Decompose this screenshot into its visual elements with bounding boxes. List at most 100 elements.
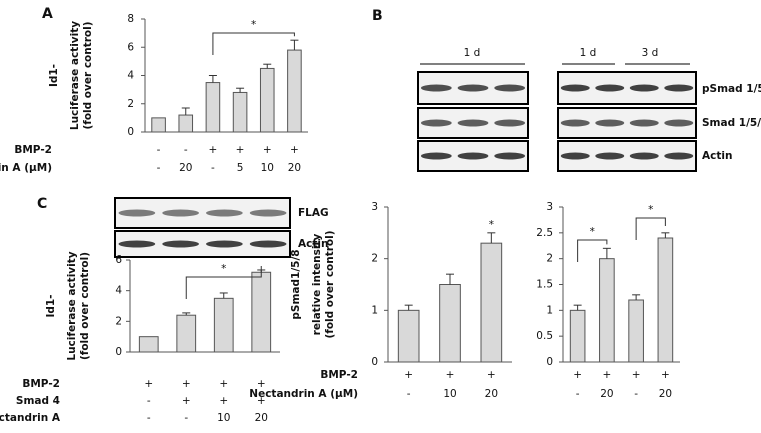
bar: [138, 336, 159, 353]
bar: [232, 91, 248, 133]
treatment-label: Smad 4: [16, 395, 60, 407]
treatment-label: Nectandrin A (μM): [0, 162, 52, 174]
treatment-value: 20: [255, 412, 268, 424]
treatment-value: -: [157, 144, 161, 156]
y-tick-label: 3: [546, 201, 553, 213]
bar: [213, 297, 234, 353]
bar: [176, 314, 197, 353]
y-tick-label: 1: [546, 304, 553, 316]
blot-band: [206, 240, 243, 248]
treatment-value: -: [407, 388, 411, 400]
blot-band: [560, 84, 590, 92]
y-tick-label: 0.5: [536, 330, 553, 342]
blot-band: [560, 119, 590, 127]
blot-band: [629, 152, 659, 160]
blot-band: [420, 152, 452, 160]
treatment-value: +: [404, 369, 413, 381]
treatment-value: 20: [179, 162, 192, 174]
blot-band: [162, 240, 199, 248]
y-axis-label: Id1-: [48, 64, 60, 87]
bar: [151, 117, 166, 133]
treatment-label: BMP-2: [14, 144, 52, 156]
treatment-value: +: [661, 369, 670, 381]
panel-label: B: [372, 8, 383, 24]
treatment-value: +: [602, 369, 611, 381]
y-axis-label: Luciferase activity: [66, 251, 78, 360]
blot-band: [664, 152, 694, 160]
treatment-label: BMP-2: [22, 378, 60, 390]
time-label: 1 d: [580, 47, 597, 59]
y-tick-label: 2: [371, 253, 378, 265]
bar: [599, 258, 615, 363]
blot-band: [457, 84, 489, 92]
blot-band: [457, 119, 489, 127]
y-tick-label: 2: [127, 98, 134, 110]
blot-band: [118, 240, 156, 248]
y-tick-label: 0: [115, 346, 122, 358]
significance-label: *: [648, 204, 653, 216]
blot-band: [457, 152, 489, 160]
treatment-value: +: [573, 369, 582, 381]
treatment-value: +: [219, 378, 228, 390]
blot-band: [494, 119, 526, 127]
blot-band: [162, 209, 199, 217]
blot-label: FLAG: [298, 207, 329, 219]
y-tick-label: 0: [371, 356, 378, 368]
y-tick-label: 3: [371, 201, 378, 213]
blot-band: [420, 119, 452, 127]
y-axis-label: Id1-: [45, 294, 57, 317]
y-axis-label: (fold over control): [324, 230, 336, 338]
blot-band: [420, 84, 452, 92]
y-tick-label: 1: [371, 304, 378, 316]
treatment-value: +: [257, 378, 266, 390]
blot-band: [595, 152, 625, 160]
blot-label: Smad 1/5/8: [702, 117, 761, 129]
blot-band: [494, 84, 526, 92]
treatment-value: +: [236, 144, 245, 156]
significance-bracket: [185, 265, 262, 299]
bar: [439, 284, 461, 363]
panel-label: C: [37, 196, 47, 212]
y-tick-label: 2.5: [536, 227, 553, 239]
y-tick-label: 1.5: [536, 279, 553, 291]
bar: [205, 82, 221, 133]
treatment-value: +: [209, 144, 218, 156]
time-label: 1 d: [464, 47, 481, 59]
bar: [480, 242, 503, 363]
treatment-label: BMP-2: [320, 369, 358, 381]
treatment-value: 10: [217, 412, 230, 424]
treatment-label: Nectandrin A (μM): [249, 388, 358, 400]
blot-band: [249, 209, 287, 217]
significance-bracket: [212, 32, 295, 55]
treatment-value: +: [182, 378, 191, 390]
blot-band: [118, 209, 156, 217]
y-tick-label: 8: [127, 13, 134, 25]
blot-band: [664, 84, 694, 92]
treatment-value: -: [634, 388, 638, 400]
treatment-value: +: [487, 369, 496, 381]
treatment-label: Nectandrin A: [0, 412, 61, 424]
y-axis-label: (fold over control): [79, 252, 91, 360]
treatment-value: +: [263, 144, 272, 156]
significance-label: *: [489, 219, 494, 231]
significance-bracket: [577, 239, 608, 262]
y-axis-label: relative intensity: [311, 234, 323, 336]
bar: [259, 67, 275, 133]
treatment-value: -: [147, 412, 151, 424]
y-axis-label: Luciferase activity: [69, 21, 81, 130]
treatment-value: -: [211, 162, 215, 174]
blot-band: [249, 240, 287, 248]
treatment-value: +: [144, 378, 153, 390]
blot-band: [494, 152, 526, 160]
treatment-value: -: [157, 162, 161, 174]
blot-band: [629, 119, 659, 127]
y-tick-label: 4: [127, 70, 134, 82]
bar: [657, 237, 674, 363]
y-tick-label: 4: [115, 285, 122, 297]
treatment-value: -: [147, 395, 151, 407]
y-tick-label: 6: [127, 41, 134, 53]
y-axis-label: (fold over control): [82, 21, 94, 129]
treatment-value: +: [257, 395, 266, 407]
bar: [569, 309, 586, 363]
blot-label: Actin: [298, 238, 328, 250]
